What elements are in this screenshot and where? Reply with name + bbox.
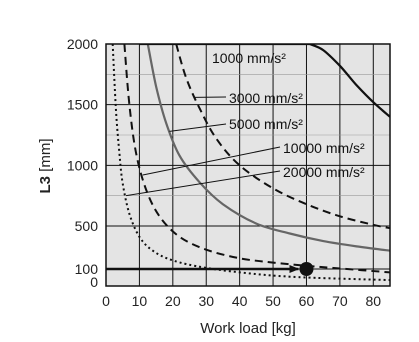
plot-border: [105, 43, 391, 287]
x-tick-label: 30: [198, 293, 214, 309]
example-point: [299, 262, 314, 276]
label-5000: 5000 mm/s²: [229, 116, 303, 132]
series-line-4: [111, 44, 390, 282]
y-axis-title-unit: [mm]: [37, 138, 54, 176]
x-tick-labels: 0 10 20 30 40 50 60 70 80: [102, 293, 381, 309]
x-tick-label: 20: [165, 293, 181, 309]
series-line-0: [309, 44, 390, 118]
label-leader-2: [142, 146, 281, 176]
x-tick-label: 40: [232, 293, 248, 309]
y-tick-label: 500: [75, 218, 99, 234]
label-leader-1: [169, 123, 227, 132]
y-axis-title: L3 [mm]: [37, 138, 54, 193]
y-tick-label: 1500: [67, 97, 98, 113]
x-tick-label: 60: [299, 293, 315, 309]
y-tick-label: 1000: [67, 157, 98, 173]
annotation-layer: [106, 96, 314, 276]
x-tick-label: 50: [265, 293, 281, 309]
x-tick-label: 10: [132, 293, 148, 309]
x-axis-title: Work load [kg]: [200, 320, 296, 337]
y-tick-label: 0: [90, 274, 98, 290]
label-10000: 10000 mm/s²: [283, 140, 365, 156]
x-tick-label: 0: [102, 293, 110, 309]
label-20000: 20000 mm/s²: [283, 164, 365, 180]
label-3000: 3000 mm/s²: [229, 90, 303, 106]
series-line-2: [146, 44, 390, 252]
x-tick-label: 70: [332, 293, 348, 309]
series-line-1: [175, 44, 390, 230]
label-leader-3: [125, 170, 281, 197]
y-tick-label: 2000: [67, 36, 98, 52]
y-tick-label: 100: [75, 261, 99, 277]
y-axis-title-bold: L3: [37, 176, 54, 194]
x-tick-label: 80: [366, 293, 382, 309]
label-1000: 1000 mm/s²: [212, 50, 286, 66]
